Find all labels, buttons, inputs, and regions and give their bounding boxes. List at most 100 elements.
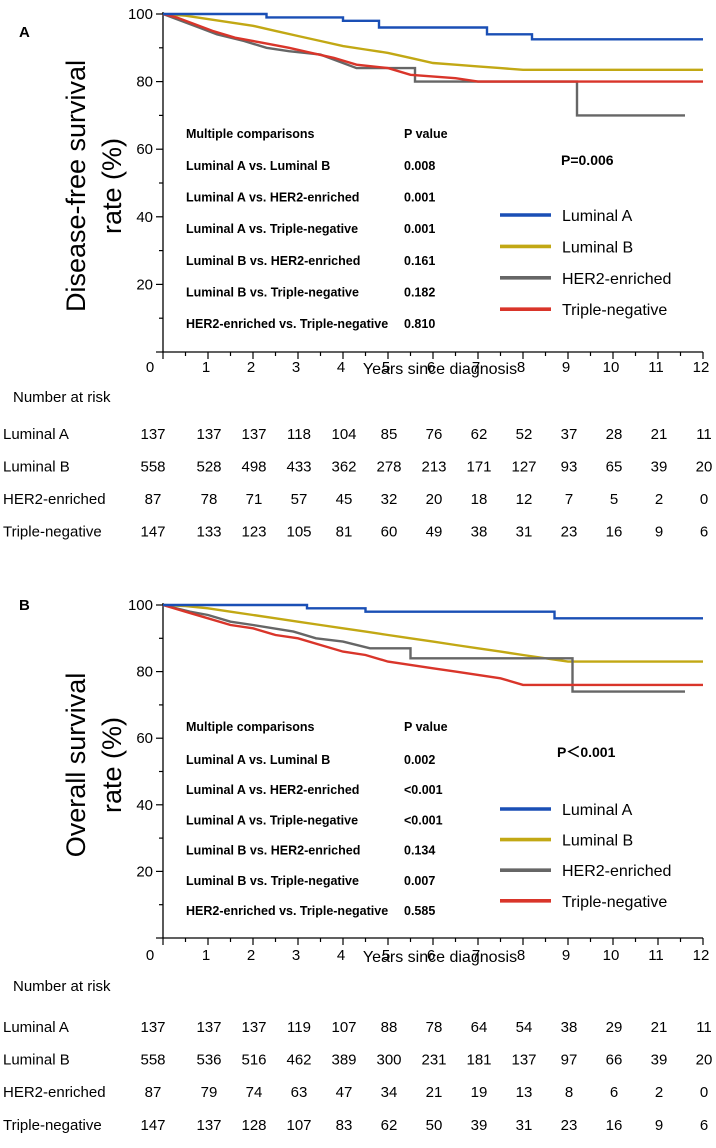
comparison-p-value: <0.001 [404, 813, 443, 827]
panel-letter: A [19, 24, 30, 41]
comparison-row: Luminal B vs. Triple-negative 0.007 [186, 874, 435, 888]
risk-table: Luminal A 137 137 137 118 104 85 76 62 52 37 28 21 11… [3, 426, 712, 541]
risk-value: 133 [196, 524, 221, 541]
y-axis-title: Overall survival rate (%) [61, 673, 127, 858]
risk-value: 181 [466, 1052, 491, 1069]
comparison-p-value: 0.182 [404, 285, 435, 299]
legend-item: Luminal A [500, 208, 633, 225]
number-at-risk-title: Number at risk [13, 978, 111, 995]
risk-value: 105 [286, 524, 311, 541]
risk-value: 137 [241, 1019, 266, 1036]
comparison-row: HER2-enriched vs. Triple-negative 0.810 [186, 317, 435, 331]
risk-value: 137 [140, 426, 165, 443]
risk-row: Triple-negative 147 137 128 107 83 62 50 39 31 23 1… [3, 1117, 708, 1134]
risk-value: 45 [336, 491, 353, 508]
x-axis-title: Years since diagnosis [363, 361, 517, 378]
x-tick-label: 12 [693, 359, 710, 376]
legend-item: Luminal A [500, 802, 633, 819]
risk-value: 62 [471, 426, 488, 443]
risk-value: 78 [201, 491, 218, 508]
risk-value: 137 [196, 1117, 221, 1134]
risk-value: 31 [516, 1117, 533, 1134]
risk-value: 11 [696, 1019, 712, 1036]
risk-row-label: Luminal B [3, 459, 70, 476]
risk-value: 85 [381, 426, 398, 443]
series-line-luminal-b [162, 603, 703, 663]
comparison-label: Luminal A vs. Luminal B [186, 159, 330, 173]
y-tick-label: 80 [136, 664, 153, 681]
x-tick-label: 3 [292, 947, 300, 964]
comparison-row: Luminal B vs. HER2-enriched 0.161 [186, 254, 435, 268]
y-axis-title-line1: Disease-free survival [61, 60, 91, 312]
legend-item: HER2-enriched [500, 863, 671, 880]
comparison-row: Luminal A vs. HER2-enriched 0.001 [186, 191, 435, 205]
legend-label: HER2-enriched [562, 271, 671, 288]
comparisons-table: Luminal A vs. Luminal B 0.008 Luminal A vs… [186, 159, 435, 331]
series-line-luminal-b [162, 12, 703, 72]
risk-value: 462 [286, 1052, 311, 1069]
risk-value: 38 [561, 1019, 578, 1036]
x-tick-label: 3 [292, 359, 300, 376]
y-axis-title-line1: Overall survival [61, 673, 91, 858]
comparison-p-value: 0.810 [404, 317, 435, 331]
risk-row-label: Triple-negative [3, 524, 102, 541]
risk-value: 107 [331, 1019, 356, 1036]
risk-value: 21 [651, 1019, 668, 1036]
comparison-p-value: 0.161 [404, 254, 435, 268]
risk-row: Triple-negative 147 133 123 105 81 60 49 38 31 23 1… [3, 524, 708, 541]
legend-label: Luminal B [562, 239, 633, 256]
risk-value: 231 [421, 1052, 446, 1069]
risk-value: 31 [516, 524, 533, 541]
risk-value: 19 [471, 1084, 488, 1101]
series-line-her2-enriched [162, 12, 685, 117]
legend-item: Luminal B [500, 833, 633, 850]
series-line-her2-enriched [162, 603, 685, 693]
risk-value: 47 [336, 1084, 353, 1101]
panel-letter: B [19, 597, 30, 614]
risk-value: 37 [561, 426, 578, 443]
risk-value: 39 [651, 1052, 668, 1069]
legend-label: Triple-negative [562, 302, 667, 319]
comparison-label: Luminal A vs. Triple-negative [186, 222, 358, 236]
comparison-row: Luminal B vs. Triple-negative 0.182 [186, 285, 435, 299]
x-tick-label: 1 [202, 947, 210, 964]
risk-value: 536 [196, 1052, 221, 1069]
risk-value: 11 [696, 426, 712, 443]
risk-value: 39 [471, 1117, 488, 1134]
comparison-label: Luminal B vs. Triple-negative [186, 874, 359, 888]
comparison-row: Luminal A vs. Luminal B 0.002 [186, 753, 435, 767]
legend-label: HER2-enriched [562, 863, 671, 880]
risk-value: 74 [246, 1084, 263, 1101]
risk-value: 78 [426, 1019, 443, 1036]
risk-value: 20 [426, 491, 443, 508]
risk-value: 79 [201, 1084, 218, 1101]
x-tick-label: 2 [247, 947, 255, 964]
x-tick-label: 9 [562, 947, 570, 964]
risk-value: 13 [516, 1084, 533, 1101]
risk-value: 147 [140, 1117, 165, 1134]
comparison-label: Luminal A vs. HER2-enriched [186, 191, 359, 205]
series-line-triple-negative [162, 603, 703, 687]
risk-value: 97 [561, 1052, 578, 1069]
x-tick-label: 10 [603, 359, 620, 376]
risk-value: 213 [421, 459, 446, 476]
risk-value: 171 [466, 459, 491, 476]
comparison-p-value: 0.008 [404, 159, 435, 173]
x-tick-label: 6 [427, 947, 435, 964]
risk-value: 0 [700, 1084, 708, 1101]
risk-value: 528 [196, 459, 221, 476]
risk-value: 65 [606, 459, 623, 476]
comparisons-header: Multiple comparisons [186, 127, 315, 141]
risk-value: 20 [696, 1052, 713, 1069]
risk-value: 16 [606, 1117, 623, 1134]
risk-value: 498 [241, 459, 266, 476]
y-tick-label: 20 [136, 276, 153, 293]
risk-value: 20 [696, 459, 713, 476]
risk-value: 64 [471, 1019, 488, 1036]
risk-value: 63 [291, 1084, 308, 1101]
risk-value: 87 [145, 1084, 162, 1101]
x-tick-label: 7 [472, 947, 480, 964]
